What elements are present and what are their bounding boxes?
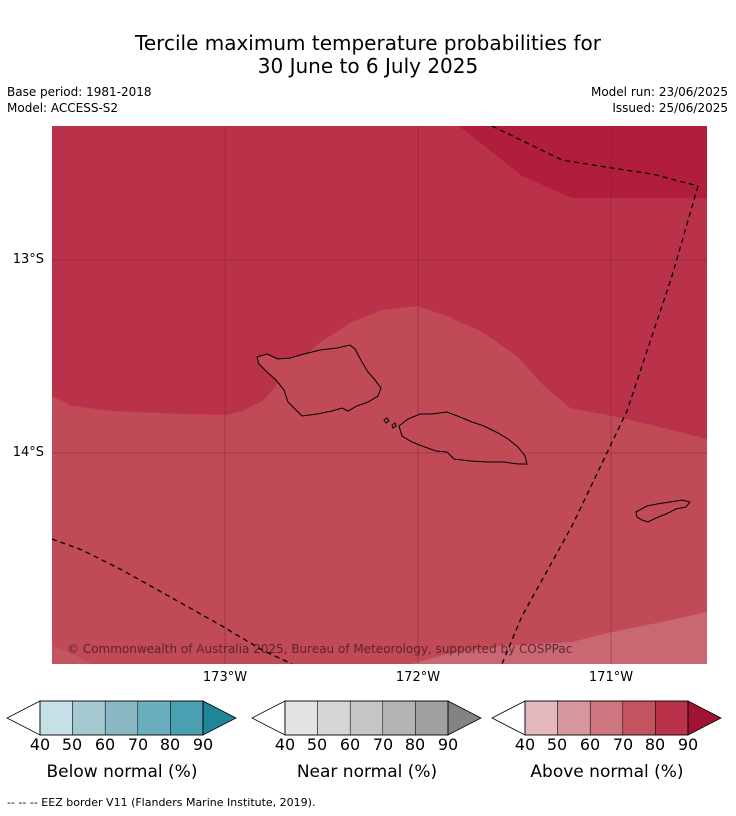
map-canvas [52, 126, 707, 664]
region-above-70 [52, 306, 707, 664]
colorbar-above-extend-low [491, 700, 526, 736]
colorbar-below-tick: 90 [192, 735, 214, 754]
colorbar-near-tick: 40 [274, 735, 296, 754]
colorbar-below-tick: 50 [61, 735, 83, 754]
colorbar-swatch [589, 700, 624, 736]
colorbar-above-extend-high [687, 700, 722, 736]
colorbar-above-tick: 40 [514, 735, 536, 754]
colorbar-above-tick: 90 [677, 735, 699, 754]
model-run-date: Model run: 23/06/2025 [590, 85, 728, 99]
colorbar-below-tick: 80 [159, 735, 181, 754]
eez-border-note: -- -- -- EEZ border V11 (Flanders Marine… [7, 796, 316, 809]
eez-border-north [491, 126, 699, 187]
colorbar-above-frame [524, 700, 689, 736]
eez-border-east [501, 185, 699, 664]
lon-label-171w: 171°W [588, 670, 634, 685]
colorbar-swatch [72, 700, 106, 736]
title-line-2: 30 June to 6 July 2025 [257, 54, 479, 78]
issued-date: Issued: 25/06/2025 [612, 101, 728, 115]
island-upolu [398, 411, 528, 465]
colorbar-swatch [557, 700, 591, 736]
colorbar-below-extend-low [6, 700, 41, 736]
eez-border [52, 126, 699, 664]
colorbar-near-tick: 70 [372, 735, 394, 754]
colorbar-above-swatches [524, 700, 689, 736]
colorbar-above-tick: 80 [644, 735, 666, 754]
base-period: Base period: 1981-2018 [7, 85, 152, 99]
colorbar-below-frame [39, 700, 204, 736]
region-above-60-left [52, 646, 92, 664]
region-above-60 [412, 612, 707, 664]
colorbar-below-tick: 60 [94, 735, 116, 754]
lon-label-172w: 172°W [395, 670, 441, 685]
colorbar-above-tick: 60 [579, 735, 601, 754]
colorbar-near-swatches [284, 700, 449, 736]
colorbar-swatch [415, 700, 449, 736]
colorbar-swatch [137, 700, 171, 736]
title-line-1: Tercile maximum temperature probabilitie… [135, 31, 601, 55]
colorbar-near-extend-low [251, 700, 286, 736]
island-tutuila [635, 499, 691, 523]
colorbar-swatch [655, 700, 689, 736]
model-name: Model: ACCESS-S2 [7, 101, 119, 115]
colorbar-swatch [622, 700, 656, 736]
colorbar-swatch [382, 700, 416, 736]
copyright-notice: © Commonwealth of Australia 2025, Bureau… [67, 642, 573, 656]
colorbar-swatch [524, 700, 558, 736]
colorbar-near-normal [251, 700, 482, 736]
islet-apolima [391, 422, 397, 429]
colorbar-above-normal [491, 700, 722, 736]
colorbar-swatch [349, 700, 384, 736]
colorbar-below-extend-high [202, 700, 237, 736]
islet-manono [383, 417, 390, 424]
colorbar-below-normal [6, 700, 237, 736]
colorbar-above-tick: 50 [546, 735, 568, 754]
probability-map [52, 126, 707, 664]
model-info: Base period: 1981-2018 Model: ACCESS-S2 [7, 84, 152, 116]
colorbar-swatch [104, 700, 139, 736]
eez-border-southwest [52, 538, 293, 664]
colorbar-near-tick: 90 [437, 735, 459, 754]
coastlines [256, 344, 691, 523]
lat-label-14s: 14°S [12, 445, 44, 460]
colorbar-above-tick: 70 [612, 735, 634, 754]
colorbar-swatch [39, 700, 73, 736]
lat-label-13s: 13°S [12, 252, 44, 267]
colorbar-near-tick: 60 [339, 735, 361, 754]
colorbar-above-title: Above normal (%) [530, 762, 684, 782]
island-savaii [256, 344, 382, 417]
lon-label-173w: 173°W [202, 670, 248, 685]
colorbar-swatch [317, 700, 351, 736]
colorbar-below-swatches [39, 700, 204, 736]
region-above-90 [459, 126, 707, 198]
run-info: Model run: 23/06/2025 Issued: 25/06/2025 [591, 84, 728, 116]
colorbar-swatch [284, 700, 318, 736]
map-title: Tercile maximum temperature probabilitie… [0, 32, 736, 78]
colorbar-near-title: Near normal (%) [296, 762, 438, 782]
colorbar-near-extend-high [447, 700, 482, 736]
colorbar-swatch [170, 700, 204, 736]
colorbar-below-tick: 70 [127, 735, 149, 754]
colorbar-near-tick: 50 [306, 735, 328, 754]
colorbar-below-tick: 40 [29, 735, 51, 754]
colorbar-near-tick: 80 [404, 735, 426, 754]
colorbar-near-frame [284, 700, 449, 736]
graticule [52, 126, 707, 664]
colorbar-below-title: Below normal (%) [46, 762, 198, 782]
